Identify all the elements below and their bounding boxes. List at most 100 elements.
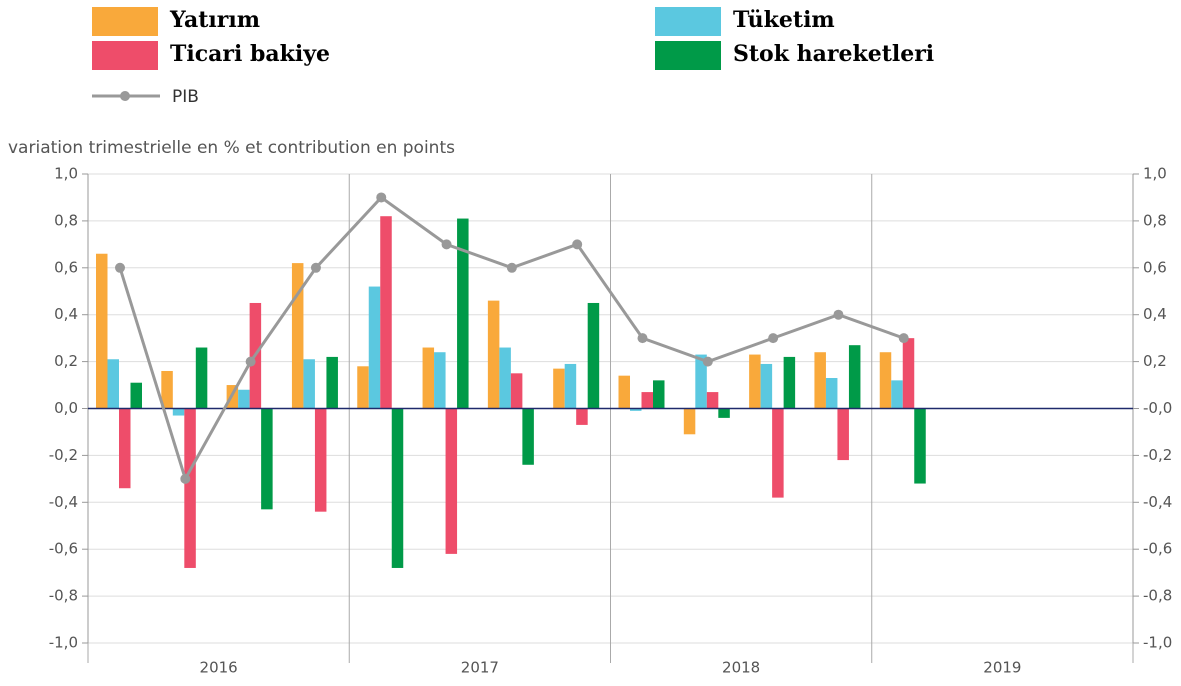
bar [291,263,304,409]
y2-tick-label: -0,8 [1143,587,1172,605]
bar [587,302,600,409]
legend-label: Tüketim [733,7,835,33]
bar [618,375,630,409]
line-marker [637,333,648,344]
bar [445,408,458,554]
y2-tick-label: 0,8 [1143,211,1167,229]
legend-label: Stok hareketleri [733,41,934,67]
bar [783,356,796,409]
y-tick-label: -0,6 [49,540,78,558]
line-marker [245,356,256,367]
line-marker [898,333,909,344]
bar [161,370,173,409]
legend-swatch [655,41,721,70]
legend-marker [120,91,130,101]
y-tick-label: -1,0 [49,634,78,652]
legend-swatch [92,41,158,70]
bar [576,408,588,425]
bar [522,408,534,465]
bar [848,345,861,409]
bar [553,368,565,409]
x-group-label: 2017 [461,659,499,677]
bar [457,218,469,409]
line-marker [115,262,125,273]
bar [683,408,696,435]
y-tick-label: 0,2 [54,352,78,370]
bar [326,356,338,409]
line-marker [833,309,844,320]
x-group-label: 2018 [722,659,760,677]
y-tick-label: 1,0 [54,165,78,183]
bar [261,408,273,510]
bar [357,366,369,409]
bar [914,408,926,484]
bar [825,378,838,409]
line-marker [376,192,387,203]
bar [891,380,903,409]
y-axis-label: variation trimestrielle en % et contribu… [8,138,455,158]
bar [749,354,761,409]
bar [837,408,849,461]
line-marker [572,239,583,250]
bar [238,389,250,409]
bar [119,408,131,489]
y-tick-label: 0,0 [54,399,78,417]
x-group-label: 2016 [200,659,238,677]
line [118,195,905,483]
bar [368,286,381,409]
y2-tick-label: -1,0 [1143,634,1172,652]
bar [902,338,915,409]
line-marker [702,356,713,367]
y2-tick-label: -0,2 [1143,446,1172,464]
y2-tick-label: -0,4 [1143,493,1172,511]
bar [718,408,730,418]
y-tick-label: -0,8 [49,587,78,605]
bar [184,408,196,568]
bar [695,354,707,409]
bar [422,347,435,409]
bar [653,380,665,409]
bar [772,408,784,498]
bar [564,363,577,409]
y-tick-label: -0,2 [49,446,78,464]
legend-label: Ticari bakiye [170,41,330,67]
bar [195,347,208,409]
legend-swatch [92,7,158,36]
bar [487,300,500,409]
bar [172,408,185,416]
y-tick-label: 0,4 [54,305,78,323]
bar [107,359,119,409]
line-marker [180,473,191,484]
bar [391,408,404,568]
bar [314,408,327,512]
y2-tick-label: 0,6 [1143,258,1167,276]
x-group-label: 2019 [983,659,1021,677]
line-marker [506,262,517,273]
line-marker [441,239,452,250]
bar [434,352,446,409]
y2-tick-label: 1,0 [1143,165,1167,183]
bar [706,392,719,409]
bar [641,392,653,409]
legend-label: PIB [172,87,199,107]
line-marker [310,262,321,273]
y-tick-label: 0,8 [54,211,78,229]
y-tick-label: -0,4 [49,493,78,511]
bar [879,352,892,409]
legend-swatch [655,7,721,36]
bar [380,216,392,409]
bar [510,373,523,409]
y2-tick-label: 0,4 [1143,305,1167,323]
legend-label: Yatırım [169,7,260,33]
y2-tick-label: -0,0 [1143,399,1172,417]
y2-tick-label: 0,2 [1143,352,1167,370]
bar [303,359,315,409]
bar [96,253,108,409]
line-marker [768,333,779,344]
y-tick-label: 0,6 [54,258,78,276]
bar [760,363,773,409]
bar [499,347,511,409]
bar [630,408,642,411]
y2-tick-label: -0,6 [1143,540,1172,558]
